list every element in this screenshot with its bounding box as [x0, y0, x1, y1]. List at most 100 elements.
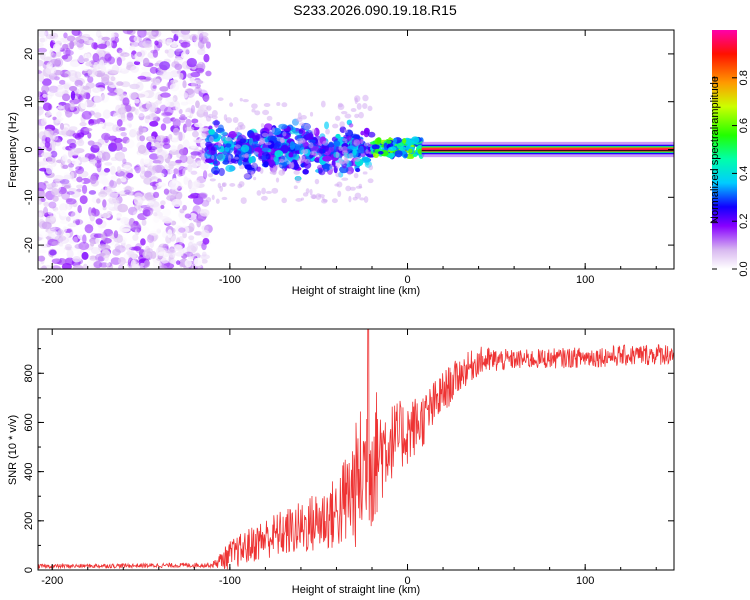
- spectrogram-cell: [79, 195, 88, 205]
- spectrogram-cell: [38, 42, 44, 48]
- spectrogram-cell: [281, 197, 287, 204]
- chart-title: S233.2026.090.19.18.R15: [293, 2, 457, 18]
- spectrogram-cell: [402, 137, 407, 144]
- spectrogram-cell: [104, 162, 113, 166]
- colorbar-tick-label: 0.2: [738, 214, 750, 229]
- spectrogram-cell: [216, 153, 226, 162]
- spectrogram-cell: [187, 179, 193, 190]
- spectrogram-cell: [234, 156, 239, 160]
- spectrogram-cell: [136, 55, 144, 63]
- spectrogram-cell: [130, 223, 137, 231]
- spectrogram-cell: [318, 169, 326, 176]
- spectrogram-cell: [251, 108, 256, 113]
- spectrogram-cell: [81, 251, 89, 260]
- spectrogram-cell: [363, 196, 369, 203]
- spectrogram-cell: [61, 190, 71, 200]
- spectrogram-cell: [140, 238, 146, 246]
- spectrogram-cell: [87, 68, 98, 78]
- spectrogram-cell: [108, 69, 119, 74]
- spectrogram-cell: [284, 160, 290, 166]
- spectrogram-cell: [53, 174, 64, 182]
- spectrogram-cell: [305, 132, 314, 140]
- spectrogram-cell: [322, 140, 329, 146]
- spectrogram-cell: [137, 30, 147, 38]
- spectrogram-cell: [170, 145, 177, 152]
- spectrogram-cell: [128, 92, 138, 100]
- spectrogram-cell: [63, 82, 70, 90]
- spectrogram-cell: [95, 30, 102, 38]
- spectrogram-cell: [269, 171, 277, 175]
- spectrogram-cell: [311, 150, 317, 156]
- snr-xtick-label: 0: [404, 575, 410, 587]
- spectrogram-cell: [43, 114, 49, 123]
- spectrogram-cell: [315, 193, 322, 200]
- spectrogram-cell: [163, 137, 169, 143]
- spectrogram-cell: [47, 209, 53, 215]
- spectrogram-cell: [168, 134, 173, 140]
- spectrogram-cell: [158, 265, 168, 269]
- spectrogram-cell: [278, 169, 285, 176]
- spectrogram-cell: [101, 132, 111, 141]
- spectrogram-cell: [102, 199, 107, 208]
- spectrogram-cell: [130, 147, 137, 157]
- colorbar-label: Normalized spectral amplitude: [709, 76, 721, 224]
- spectrogram-cell: [134, 164, 141, 174]
- spectrogram-cell: [64, 102, 72, 112]
- spectrogram-cell: [189, 251, 197, 260]
- spectrogram-cell: [185, 155, 194, 165]
- spectrogram-cell: [64, 184, 72, 189]
- spectrogram-cell: [38, 106, 44, 116]
- spectrogram-cell: [152, 93, 159, 100]
- spectrogram-cell: [79, 157, 90, 163]
- spectrogram-cell: [118, 264, 124, 269]
- spectrogram-cell: [140, 91, 150, 98]
- spectrogram-cell: [170, 79, 175, 84]
- spectrogram-cell: [141, 219, 147, 226]
- spectrogram-cell: [99, 59, 105, 69]
- spectrogram-cell: [350, 108, 357, 113]
- spectrogram-cell: [43, 201, 50, 207]
- spectrogram-cell: [386, 140, 392, 144]
- spectrogram-cell: [193, 179, 201, 188]
- spectrogram-cell: [68, 211, 76, 217]
- spectrogram-cell: [332, 123, 339, 129]
- spectrogram-cell: [328, 146, 335, 153]
- spectrogram-cell: [97, 138, 105, 146]
- spectrogram-cell: [182, 166, 188, 171]
- spectrogram-cell: [276, 102, 281, 106]
- spectrogram-cell: [132, 234, 139, 241]
- spectrogram-cell: [253, 151, 259, 156]
- spectrogram-cell: [200, 37, 208, 44]
- spectrogram-cell: [229, 102, 234, 107]
- spectrogram-cell: [360, 157, 371, 164]
- spectrogram-cell: [39, 51, 46, 60]
- spectrogram-cell: [137, 144, 147, 154]
- spectrogram-cell: [95, 218, 103, 225]
- spectrogram-cell: [61, 182, 71, 188]
- spectrogram-cell: [136, 224, 142, 233]
- spectrogram-cell: [87, 140, 95, 146]
- spectrogram-cell: [41, 84, 50, 94]
- spectrogram-xtick-label: -200: [41, 274, 63, 286]
- spectrogram-cell: [133, 60, 141, 66]
- spectrogram-cell: [142, 250, 152, 259]
- spectrogram-cell: [62, 164, 69, 169]
- spectrogram-cell: [69, 61, 80, 68]
- spectrogram-cell: [98, 191, 108, 198]
- spectrogram-cell: [187, 73, 193, 79]
- spectrogram-cell: [260, 123, 265, 128]
- spectrogram-cell: [184, 259, 192, 268]
- spectrogram-cell: [54, 118, 62, 124]
- spectrogram-cell: [83, 215, 89, 225]
- spectrogram-cell: [266, 115, 273, 121]
- spectrogram-cell: [217, 124, 224, 132]
- spectrogram-xlabel: Height of straight line (km): [292, 285, 420, 297]
- spectrogram-cell: [50, 150, 58, 158]
- spectrogram-cell: [146, 234, 155, 243]
- spectrogram-cell: [69, 101, 75, 111]
- spectrogram-cell: [239, 138, 247, 144]
- spectrogram-cell: [126, 139, 135, 149]
- spectrogram-cell: [66, 191, 75, 195]
- spectrogram-cell: [260, 195, 268, 201]
